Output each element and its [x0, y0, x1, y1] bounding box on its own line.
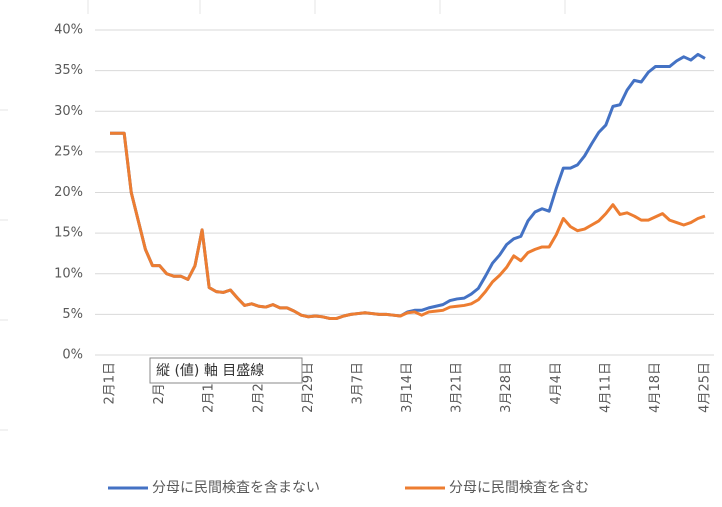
tooltip-box: [149, 357, 303, 384]
y-tick-label: 40%: [54, 23, 83, 38]
legend-label: 分母に民間検査を含む: [449, 480, 589, 496]
y-tick-label: 5%: [62, 307, 83, 322]
legend-label: 分母に民間検査を含まない: [152, 480, 320, 496]
y-tick-label: 20%: [54, 185, 83, 200]
x-tick-label: 2月1日: [103, 362, 118, 405]
x-tick-label: 3月21日: [450, 362, 465, 413]
y-tick-label: 10%: [54, 266, 83, 281]
x-tick-label: 3月14日: [400, 362, 415, 413]
sheet-lines: [0, 0, 566, 431]
y-tick-label: 0%: [62, 348, 83, 363]
x-tick-label: 4月18日: [648, 362, 663, 413]
y-tick-label: 35%: [54, 63, 83, 78]
y-tick-label: 25%: [54, 144, 83, 159]
tooltip-text: 縦 (値) 軸 目盛線: [156, 363, 264, 379]
x-tick-label: 3月7日: [350, 362, 365, 405]
y-tick-label: 15%: [54, 226, 83, 241]
x-tick-label: 4月11日: [598, 362, 613, 413]
x-tick-label: 4月25日: [698, 362, 713, 413]
y-tick-label: 30%: [54, 104, 83, 119]
x-tick-label: 2月29日: [301, 362, 316, 413]
series-line: [110, 131, 706, 320]
series-line: [110, 52, 706, 320]
x-tick-label: 3月28日: [499, 362, 514, 413]
x-tick-label: 4月4日: [549, 362, 564, 405]
